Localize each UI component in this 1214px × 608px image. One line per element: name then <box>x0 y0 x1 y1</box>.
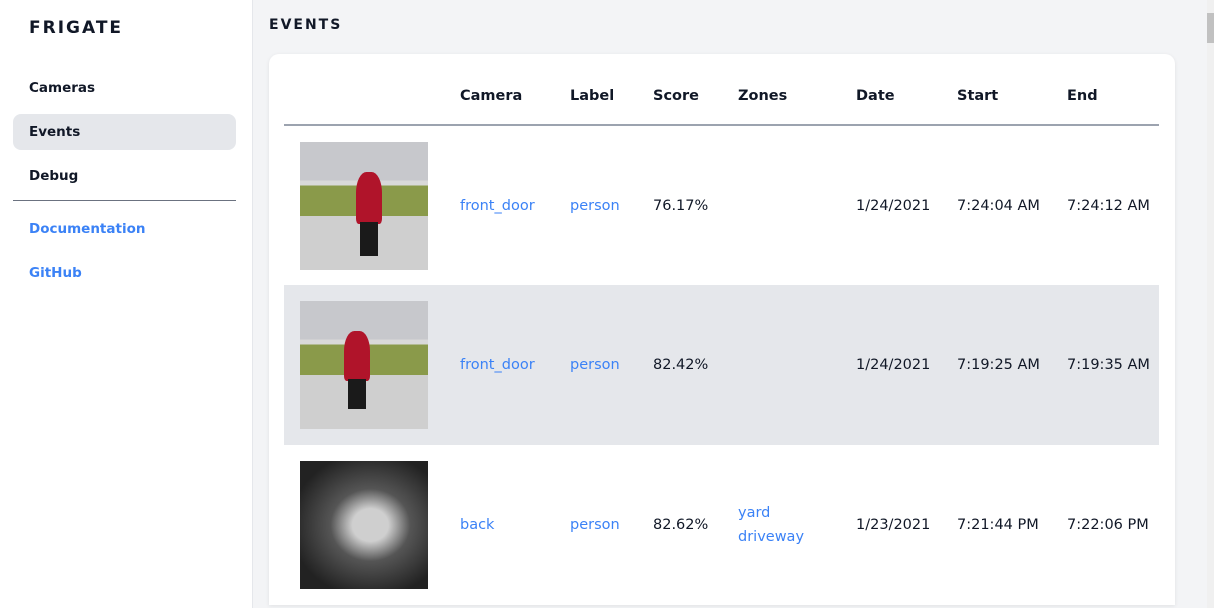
score: 82.62% <box>653 517 709 533</box>
camera-link[interactable]: back <box>460 517 495 533</box>
page-title: EVENTS <box>269 17 343 33</box>
events-table: Camera Label Score Zones Date Start End … <box>284 54 1159 605</box>
date: 1/24/2021 <box>856 197 931 214</box>
table-row[interactable]: back person 82.62% yard driveway 1/23/202… <box>284 445 1159 605</box>
date: 1/23/2021 <box>856 517 931 533</box>
scrollbar-thumb[interactable] <box>1207 13 1214 43</box>
start-time: 7:19:25 AM <box>957 285 1067 445</box>
start-time: 7:21:44 PM <box>957 517 1039 533</box>
header-camera: Camera <box>460 54 570 126</box>
camera-link[interactable]: front_door <box>460 197 535 214</box>
zone-link[interactable]: driveway <box>738 529 805 545</box>
sidebar-link-documentation[interactable]: Documentation <box>29 221 146 237</box>
main-content: EVENTS Camera Label Score Zones Date Sta… <box>253 0 1214 608</box>
header-date: Date <box>856 54 957 126</box>
sidebar: FRIGATE Cameras Events Debug Documentati… <box>0 0 253 608</box>
header-zones: Zones <box>738 54 856 126</box>
event-thumbnail[interactable] <box>300 301 428 429</box>
header-start: Start <box>957 54 1067 126</box>
table-row[interactable]: front_door person 76.17% 1/24/2021 7:24:… <box>284 125 1159 285</box>
score: 76.17% <box>653 197 709 214</box>
event-thumbnail[interactable] <box>300 141 428 270</box>
zone-link[interactable]: yard <box>738 505 771 521</box>
label-link[interactable]: person <box>570 197 620 214</box>
sidebar-item-debug[interactable]: Debug <box>29 168 79 184</box>
header-score: Score <box>653 54 738 126</box>
sidebar-item-events[interactable]: Events <box>13 114 236 150</box>
label-link[interactable]: person <box>570 357 620 373</box>
table-row[interactable]: front_door person 82.42% 1/24/2021 7:19:… <box>284 285 1159 445</box>
brand-logo: FRIGATE <box>29 18 124 38</box>
sidebar-item-cameras[interactable]: Cameras <box>29 80 96 96</box>
header-end: End <box>1067 54 1159 126</box>
sidebar-link-github[interactable]: GitHub <box>29 265 82 281</box>
event-thumbnail[interactable] <box>300 461 428 589</box>
sidebar-divider <box>13 200 236 201</box>
end-time: 7:24:12 AM <box>1067 197 1150 214</box>
header-label: Label <box>570 54 653 126</box>
end-time: 7:22:06 PM <box>1067 517 1149 533</box>
start-time: 7:24:04 AM <box>957 197 1040 214</box>
camera-link[interactable]: front_door <box>460 357 535 373</box>
events-card: Camera Label Score Zones Date Start End … <box>269 54 1175 605</box>
end-time: 7:19:35 AM <box>1067 285 1159 445</box>
label-link[interactable]: person <box>570 517 620 533</box>
header-thumbnail <box>284 54 460 126</box>
score: 82.42% <box>653 285 738 445</box>
scrollbar[interactable] <box>1207 0 1214 608</box>
date: 1/24/2021 <box>856 285 957 445</box>
